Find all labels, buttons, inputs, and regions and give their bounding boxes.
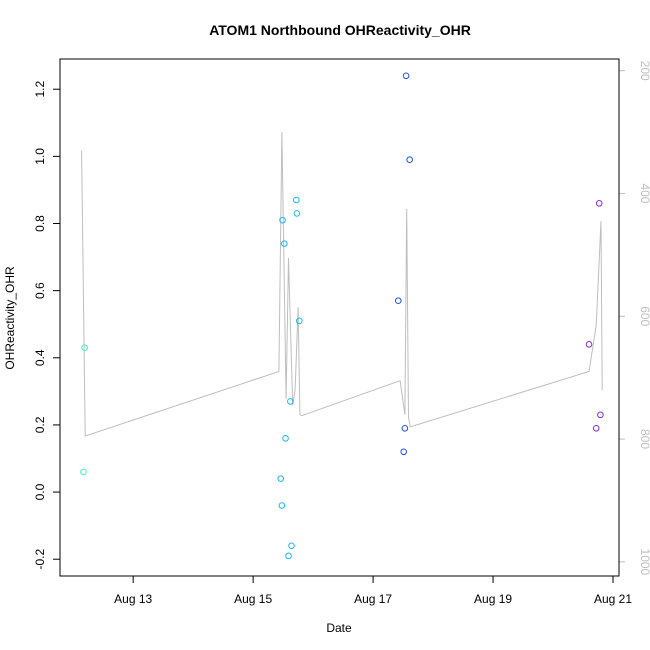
- pressure-line-layer: [81, 132, 603, 437]
- y2-tick-label: 600: [638, 306, 650, 326]
- data-point: [406, 156, 413, 164]
- y-tick-label: -0.2: [33, 549, 47, 570]
- y-tick-label: 0.6: [33, 282, 47, 299]
- pressure-line: [81, 132, 603, 437]
- data-point: [81, 344, 88, 352]
- data-point: [277, 475, 285, 482]
- data-point: [282, 435, 289, 442]
- y-tick-label: 1.2: [33, 81, 47, 98]
- data-point: [80, 468, 87, 476]
- data-point: [281, 240, 288, 247]
- y2-tick-label: 200: [638, 61, 650, 81]
- x-axis-label: Date: [326, 621, 352, 635]
- y2-tick-label: 400: [638, 183, 650, 203]
- y-tick-label: 0.2: [33, 416, 47, 433]
- data-point: [279, 216, 286, 224]
- data-point: [394, 297, 402, 305]
- y-tick-label: 1.0: [33, 148, 47, 165]
- data-point: [585, 341, 593, 348]
- data-point: [288, 542, 295, 550]
- y2-tick-label: 800: [638, 429, 650, 449]
- y-axis-label: OHReactivity_OHR: [3, 266, 17, 370]
- data-point: [400, 448, 407, 456]
- data-point: [296, 317, 303, 325]
- data-point: [402, 72, 410, 80]
- y-tick-label: 0.4: [33, 349, 47, 366]
- points-layer: [80, 72, 604, 560]
- data-point: [287, 398, 294, 405]
- data-point: [597, 411, 604, 419]
- x-axis: Aug 13 Aug 15 Aug 17 Aug 19 Aug 21: [114, 575, 632, 606]
- y2-tick-label: 1000: [638, 549, 650, 576]
- y-tick-label: 0.8: [33, 215, 47, 232]
- data-point: [285, 552, 292, 560]
- x-tick-label: Aug 21: [594, 592, 632, 606]
- x-tick-label: Aug 15: [234, 592, 272, 606]
- data-point: [401, 424, 409, 432]
- chart-title: ATOM1 Northbound OHReactivity_OHR: [209, 22, 471, 38]
- x-tick-label: Aug 13: [114, 592, 152, 606]
- plot-frame: [59, 58, 620, 577]
- data-point: [595, 200, 603, 207]
- data-point: [293, 210, 301, 217]
- data-point: [293, 196, 300, 204]
- y-tick-label: 0.0: [33, 483, 47, 500]
- data-point: [278, 502, 286, 509]
- data-point: [592, 424, 600, 432]
- x-tick-label: Aug 17: [354, 592, 392, 606]
- x-tick-label: Aug 19: [474, 592, 512, 606]
